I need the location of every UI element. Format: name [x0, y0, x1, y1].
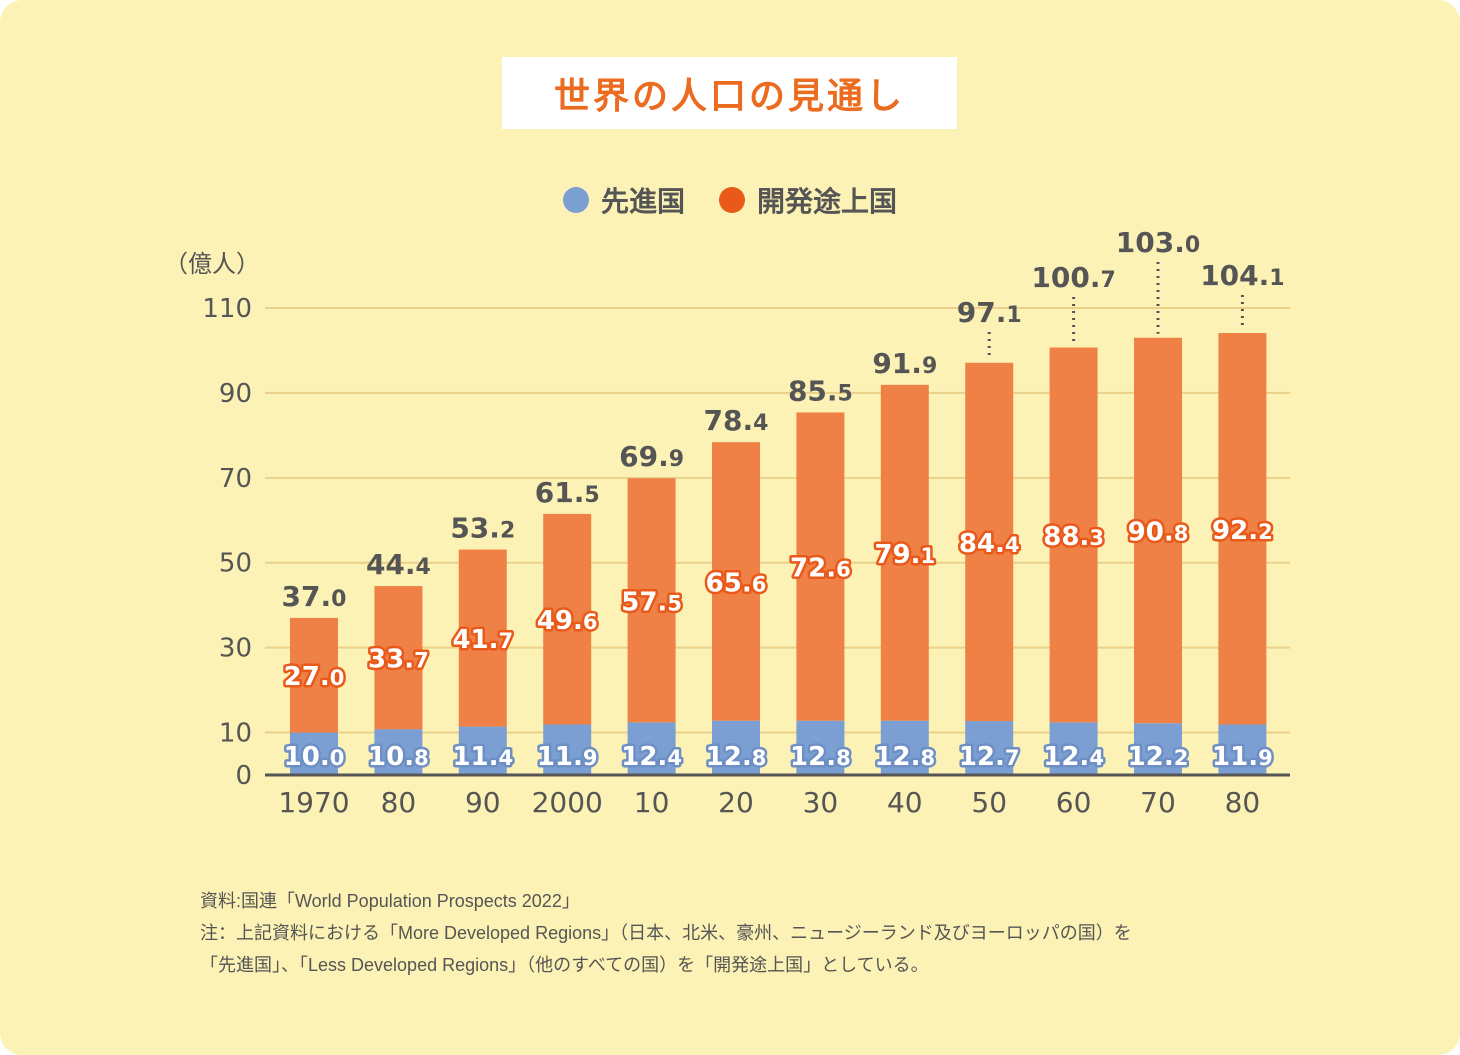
data-label-developed: 11.4	[452, 742, 513, 772]
data-label-developed: 12.7	[959, 742, 1020, 772]
bar-developing	[1218, 333, 1267, 725]
bar-developed	[627, 722, 676, 775]
note-line-2: 「先進国」、「Less Developed Regions」（他のすべての国）を…	[200, 955, 929, 975]
bar-developing	[1049, 347, 1098, 723]
legend-label-developed: 先進国	[600, 185, 685, 218]
bar-developing	[965, 362, 1014, 722]
y-tick-label: 30	[219, 634, 252, 664]
x-tick-label: 50	[971, 786, 1007, 819]
total-label: 44.4	[366, 548, 431, 581]
bar-developed	[965, 721, 1014, 775]
legend: 先進国 開発途上国	[0, 180, 1460, 220]
bar-developing	[1134, 337, 1182, 724]
total-label: 100.7	[1031, 261, 1115, 294]
source-note: 資料:国連「World Population Prospects 2022」	[200, 891, 580, 911]
y-tick-label: 50	[219, 549, 252, 579]
y-tick-label: 70	[219, 464, 252, 494]
total-label: 78.4	[704, 404, 769, 437]
bar-developing	[458, 549, 507, 727]
x-tick-label: 10	[634, 786, 670, 819]
data-label-developing: 27.0	[284, 662, 345, 692]
bar-developed	[1134, 723, 1182, 775]
total-label: 85.5	[788, 374, 853, 407]
data-label-developing: 88.3	[1043, 522, 1104, 552]
x-tick-label: 90	[465, 786, 501, 819]
bar-developing	[796, 412, 845, 721]
data-label-developed: 12.4	[1043, 742, 1104, 772]
data-label-developing: 41.7	[452, 625, 513, 655]
legend-label-developing: 開発途上国	[757, 185, 898, 218]
data-label-developing: 92.2	[1212, 516, 1273, 546]
x-tick-label: 30	[803, 786, 839, 819]
bar-developed	[880, 720, 929, 775]
bar-developing	[290, 617, 338, 733]
data-label-developed: 12.2	[1128, 742, 1189, 772]
data-label-developing: 72.6	[790, 554, 851, 584]
bar-developing	[880, 384, 929, 721]
chart-title: 世界の人口の見通し	[502, 57, 957, 129]
data-label-developing: 49.6	[537, 606, 598, 636]
data-label-developed: 10.8	[368, 742, 429, 772]
bar-developing	[627, 478, 676, 723]
legend-dot-developed-icon	[562, 187, 589, 213]
bar-developed	[796, 720, 845, 775]
total-label: 37.0	[282, 580, 347, 613]
data-label-developed: 12.8	[874, 742, 935, 772]
bar-developing	[712, 442, 760, 721]
x-tick-label: 80	[1225, 786, 1261, 819]
y-tick-label: 110	[202, 294, 252, 324]
x-tick-label: 20	[718, 786, 754, 819]
data-label-developing: 90.8	[1128, 517, 1189, 547]
total-label: 69.9	[619, 440, 684, 473]
data-label-developing: 79.1	[874, 540, 935, 570]
y-tick-label: 0	[235, 761, 252, 791]
bar-developing	[374, 586, 423, 730]
x-tick-label: 60	[1056, 786, 1092, 819]
data-label-developed: 11.9	[1212, 742, 1273, 772]
total-label: 104.1	[1200, 259, 1284, 292]
bar-developed	[1218, 724, 1267, 775]
data-label-developed: 10.0	[284, 742, 345, 772]
data-label-developing: 33.7	[368, 645, 429, 675]
y-tick-label: 90	[219, 379, 252, 409]
bar-developed	[543, 724, 592, 775]
data-label-developed: 12.8	[790, 742, 851, 772]
bar-developed	[458, 726, 507, 775]
legend-item-developed: 先進国	[562, 180, 685, 220]
x-tick-label: 40	[887, 786, 923, 819]
data-label-developing: 57.5	[621, 587, 682, 617]
total-label: 53.2	[450, 512, 515, 545]
total-label: 61.5	[535, 476, 600, 509]
y-axis-label: （億人）	[164, 250, 260, 278]
data-label-developing: 84.4	[959, 529, 1020, 559]
total-label: 97.1	[957, 296, 1022, 329]
total-label: 103.0	[1116, 226, 1200, 259]
legend-item-developing: 開発途上国	[719, 180, 897, 220]
x-tick-label: 1970	[278, 786, 349, 819]
bar-developing	[543, 513, 592, 725]
x-tick-label: 2000	[532, 786, 603, 819]
bar-developed	[712, 720, 760, 775]
data-label-developed: 12.4	[621, 742, 682, 772]
y-tick-label: 10	[219, 719, 252, 749]
data-label-developed: 12.8	[706, 742, 767, 772]
data-label-developing: 65.6	[706, 568, 767, 598]
total-label: 91.9	[872, 347, 937, 380]
note-line-1: 注：上記資料における「More Developed Regions」（日本、北米…	[200, 923, 1132, 943]
x-tick-label: 80	[381, 786, 417, 819]
bar-developed	[374, 729, 423, 775]
data-label-developed: 11.9	[537, 742, 598, 772]
legend-dot-developing-icon	[719, 187, 745, 213]
bar-developed	[1049, 722, 1098, 775]
x-tick-label: 70	[1140, 786, 1176, 819]
footnotes: 資料:国連「World Population Prospects 2022」 注…	[200, 885, 1132, 981]
bar-developed	[290, 732, 338, 775]
